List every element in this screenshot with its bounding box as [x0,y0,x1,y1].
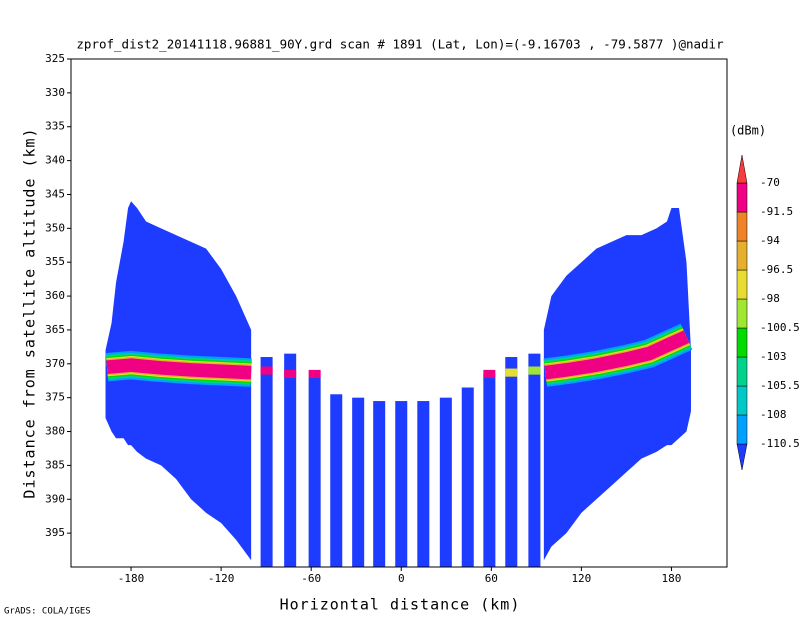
colorbar-title: (dBm) [730,124,766,138]
beam-cap [284,369,297,379]
y-tick-label: 395 [45,526,65,539]
beam [395,401,408,567]
y-tick-label: 335 [45,120,65,133]
beam-cap [260,366,273,375]
x-axis-label: Horizontal distance (km) [280,596,521,614]
colorbar-box [736,414,748,445]
beam [284,353,297,567]
colorbar-label: -70 [760,176,780,189]
colorbar-box [736,269,748,300]
colorbar-box [736,298,748,329]
beam [330,394,343,567]
colorbar-label: -100.5 [760,321,800,334]
beam-cap [528,366,541,375]
y-tick-label: 325 [45,52,65,65]
colorbar-box [736,182,748,213]
colorbar-box [736,356,748,387]
y-tick-label: 375 [45,391,65,404]
y-tick-label: 330 [45,86,65,99]
colorbar-label: -110.5 [760,437,800,450]
beam-cap [483,369,496,379]
x-tick-label: -60 [301,572,321,585]
x-tick-label: 60 [485,572,498,585]
beam [373,401,386,567]
swath [543,208,691,561]
x-tick-label: 0 [398,572,405,585]
y-tick-label: 370 [45,357,65,370]
colorbar-box [736,385,748,416]
colorbar-label: -103 [760,350,787,363]
y-tick-label: 385 [45,458,65,471]
x-tick-label: -120 [208,572,235,585]
beam [308,377,321,567]
bright-layer [544,330,690,380]
y-tick-label: 350 [45,221,65,234]
y-tick-label: 355 [45,255,65,268]
x-tick-label: 120 [571,572,591,585]
beam [528,353,541,567]
y-axis-label: Distance from satellite altitude (km) [21,127,39,498]
beam [505,357,518,567]
colorbar-box [736,240,748,271]
x-tick-label: 180 [662,572,682,585]
colorbar-triangle [736,154,748,184]
colorbar-label: -108 [760,408,787,421]
beam [461,387,474,567]
x-tick-label: -180 [118,572,145,585]
beam [417,401,430,567]
beam-cap [308,369,321,379]
chart-title: zprof_dist2_20141118.96881_90Y.grd scan … [76,37,724,52]
y-tick-label: 365 [45,323,65,336]
y-tick-label: 390 [45,492,65,505]
beam [439,397,452,567]
colorbar-label: -96.5 [760,263,793,276]
y-tick-label: 345 [45,187,65,200]
y-tick-label: 360 [45,289,65,302]
y-tick-label: 380 [45,425,65,438]
colorbar-label: -94 [760,234,780,247]
beam [483,373,496,567]
beam [260,357,273,567]
beam-cap [505,368,518,377]
y-tick-label: 340 [45,154,65,167]
colorbar-label: -98 [760,292,780,305]
colorbar-label: -91.5 [760,205,793,218]
footer: GrADS: COLA/IGES [4,607,91,617]
colorbar-box [736,327,748,358]
beam [352,397,365,567]
colorbar-box [736,211,748,242]
bright-layer [106,358,252,380]
colorbar-label: -105.5 [760,379,800,392]
plot-frame [70,58,728,568]
